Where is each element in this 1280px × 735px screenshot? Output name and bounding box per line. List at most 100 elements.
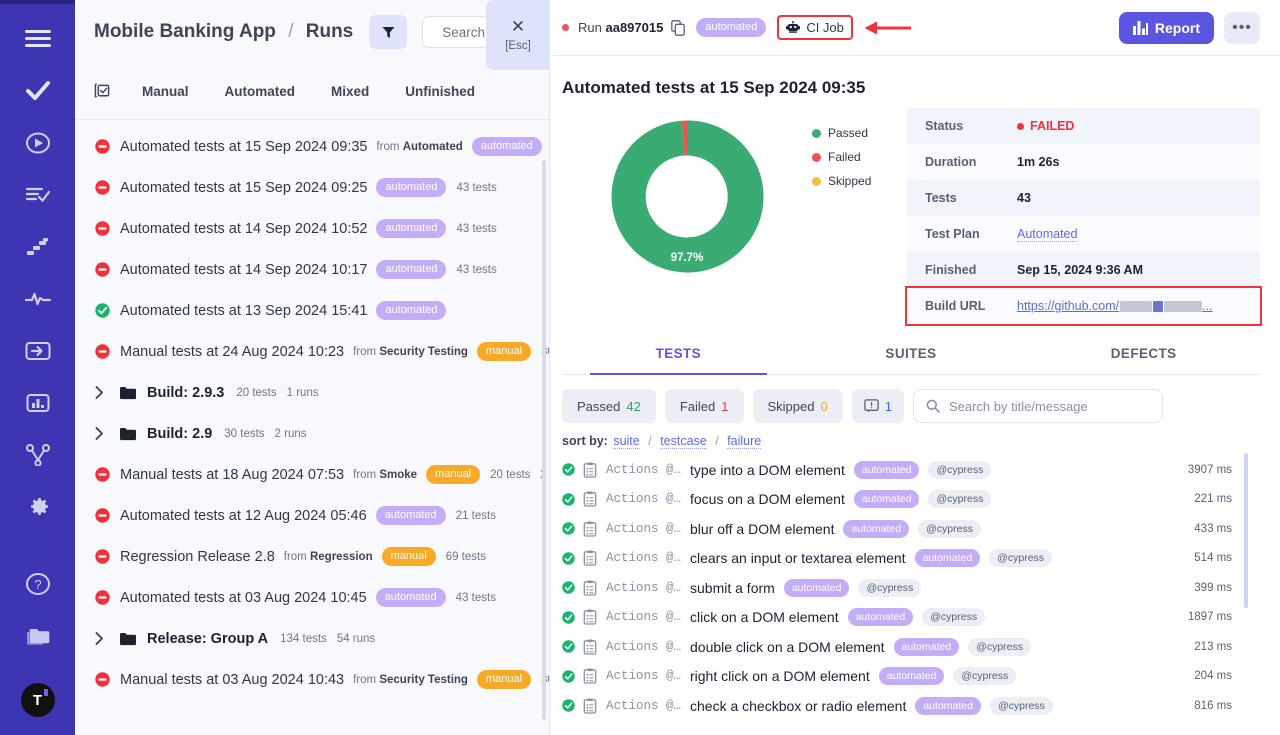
test-row[interactable]: Actions @… check a checkbox or radio elem… <box>562 691 1280 721</box>
legend-item[interactable]: Failed <box>812 150 907 164</box>
pulse-icon[interactable] <box>19 280 57 318</box>
gear-icon[interactable] <box>19 488 57 526</box>
report-label: Report <box>1154 19 1200 36</box>
expand-chevron-icon[interactable] <box>95 632 119 645</box>
run-folder-row[interactable]: Build: 2.9 30 tests 2 runs <box>75 413 549 454</box>
test-duration: 816 ms <box>1194 699 1232 712</box>
run-list-item[interactable]: Manual tests at 18 Aug 2024 07:53 from Sm… <box>75 454 549 495</box>
expand-chevron-icon[interactable] <box>95 427 119 440</box>
run-status-icon <box>95 344 120 359</box>
ci-job-label: CI Job <box>806 20 844 35</box>
build-url-link[interactable]: https://github.com/... <box>1017 299 1213 313</box>
legend-item[interactable]: Skipped <box>812 174 907 188</box>
run-list-item[interactable]: Automated tests at 14 Sep 2024 10:52 auto… <box>75 208 549 249</box>
run-list-item[interactable]: Regression Release 2.8 from Regression man… <box>75 536 549 577</box>
test-row[interactable]: Actions @… right click on a DOM element au… <box>562 662 1280 692</box>
copy-icon[interactable] <box>671 19 686 36</box>
run-folder-row[interactable]: Release: Group A 134 tests 54 runs <box>75 618 549 659</box>
info-value: 1m 26s <box>1017 155 1060 169</box>
test-type-pill: automated <box>843 519 910 538</box>
run-item-pill: automated <box>376 219 447 238</box>
clipboard-icon[interactable] <box>583 580 606 596</box>
select-all-icon[interactable] <box>94 83 124 100</box>
close-panel-button[interactable]: ✕ [Esc] <box>486 0 550 70</box>
clipboard-icon[interactable] <box>583 550 606 566</box>
run-item-title: Regression Release 2.8 <box>120 548 275 565</box>
tab-tests[interactable]: TESTS <box>562 346 795 375</box>
tab-mixed[interactable]: Mixed <box>331 84 370 99</box>
runs-list-panel: Mobile Banking App / Runs Search [Cmd + … <box>75 0 550 735</box>
run-list-item[interactable]: Manual tests at 24 Aug 2024 10:23 from Se… <box>75 331 549 372</box>
test-tag-pill: @cypress <box>968 637 1032 656</box>
folder-icon[interactable] <box>19 617 57 655</box>
sort-by-label: sort by: <box>562 434 608 448</box>
run-list-item[interactable]: Automated tests at 15 Sep 2024 09:35 from… <box>75 126 549 167</box>
test-row[interactable]: Actions @… click on a DOM element automate… <box>562 603 1280 633</box>
clipboard-icon[interactable] <box>583 639 606 655</box>
play-circle-icon[interactable] <box>19 124 57 162</box>
test-row[interactable]: Actions @… type into a DOM element automat… <box>562 455 1280 485</box>
tab-automated[interactable]: Automated <box>224 84 296 99</box>
clipboard-icon[interactable] <box>583 698 606 714</box>
clipboard-icon[interactable] <box>583 521 606 537</box>
tab-unfinished[interactable]: Unfinished <box>405 84 476 99</box>
breadcrumb-project[interactable]: Mobile Banking App <box>94 21 276 42</box>
sort-by-testcase[interactable]: testcase <box>660 434 707 449</box>
report-button[interactable]: Report <box>1118 11 1214 44</box>
test-search-input[interactable]: Search by title/message <box>912 389 1163 423</box>
clipboard-icon[interactable] <box>583 491 606 507</box>
test-row[interactable]: Actions @… double click on a DOM element a… <box>562 632 1280 662</box>
filter-chip-skipped[interactable]: Skipped 0 <box>752 389 843 423</box>
redacted-block <box>1120 300 1153 312</box>
bar-chart-icon[interactable] <box>19 384 57 422</box>
sort-by-suite[interactable]: suite <box>613 434 640 449</box>
filter-chip-passed[interactable]: Passed 42 <box>562 389 656 423</box>
steps-icon[interactable] <box>19 228 57 266</box>
ci-job-button[interactable]: CI Job <box>777 15 853 40</box>
run-list-item[interactable]: Automated tests at 15 Sep 2024 09:25 auto… <box>75 167 549 208</box>
tab-defects[interactable]: DEFECTS <box>1110 346 1177 361</box>
run-list-item[interactable]: Automated tests at 13 Sep 2024 15:41 auto… <box>75 290 549 331</box>
tab-suites[interactable]: SUITES <box>885 346 937 361</box>
clipboard-icon[interactable] <box>583 462 606 478</box>
redacted-block <box>1164 300 1203 312</box>
test-type-pill: automated <box>847 608 914 627</box>
filter-chip-comments[interactable]: 1 <box>851 389 904 423</box>
test-row[interactable]: Actions @… focus on a DOM element automate… <box>562 485 1280 515</box>
clipboard-icon[interactable] <box>583 609 606 625</box>
tab-manual[interactable]: Manual <box>142 84 189 99</box>
test-row[interactable]: Actions @… submit a form automated @cypress… <box>562 573 1280 603</box>
test-row[interactable]: Actions @… clears an input or textarea el… <box>562 544 1280 574</box>
breadcrumb-section[interactable]: Runs <box>305 21 354 42</box>
run-list-item[interactable]: Manual tests at 03 Aug 2024 10:43 from Se… <box>75 659 549 700</box>
run-list-item[interactable]: Automated tests at 14 Sep 2024 10:17 auto… <box>75 249 549 290</box>
expand-chevron-icon[interactable] <box>95 386 119 399</box>
test-plan-link[interactable]: Automated <box>1017 226 1078 242</box>
checkmark-icon[interactable] <box>19 72 57 110</box>
sort-by-failure[interactable]: failure <box>727 434 762 449</box>
tests-list-scrollbar[interactable] <box>1244 453 1248 608</box>
run-item-title: Automated tests at 14 Sep 2024 10:52 <box>120 220 368 237</box>
runs-list-scrollbar[interactable] <box>542 160 546 720</box>
menu-icon[interactable] <box>19 20 57 58</box>
run-folder-row[interactable]: Build: 2.9.3 20 tests 1 runs <box>75 372 549 413</box>
run-list-item[interactable]: Automated tests at 03 Aug 2024 10:45 auto… <box>75 577 549 618</box>
build-url-text: https://github.com/ <box>1017 299 1120 313</box>
run-list-item[interactable]: Automated tests at 12 Aug 2024 05:46 auto… <box>75 495 549 536</box>
more-actions-button[interactable]: ••• <box>1224 11 1260 44</box>
clipboard-icon[interactable] <box>583 668 606 684</box>
app-logo[interactable]: T <box>20 683 55 717</box>
run-prefix: Run <box>578 20 602 35</box>
help-circle-icon[interactable]: ? <box>19 565 57 603</box>
list-check-icon[interactable] <box>19 176 57 214</box>
filter-button[interactable] <box>369 15 408 49</box>
share-nodes-icon[interactable] <box>19 436 57 474</box>
clipboard-icon <box>583 609 597 625</box>
test-duration: 204 ms <box>1194 670 1232 683</box>
logo-accent-dot <box>43 689 48 696</box>
test-row[interactable]: Actions @… blur off a DOM element automate… <box>562 514 1280 544</box>
import-icon[interactable] <box>19 332 57 370</box>
legend-item[interactable]: Passed <box>812 126 907 140</box>
filter-chip-failed[interactable]: Failed 1 <box>664 389 744 423</box>
failed-icon <box>95 221 110 236</box>
